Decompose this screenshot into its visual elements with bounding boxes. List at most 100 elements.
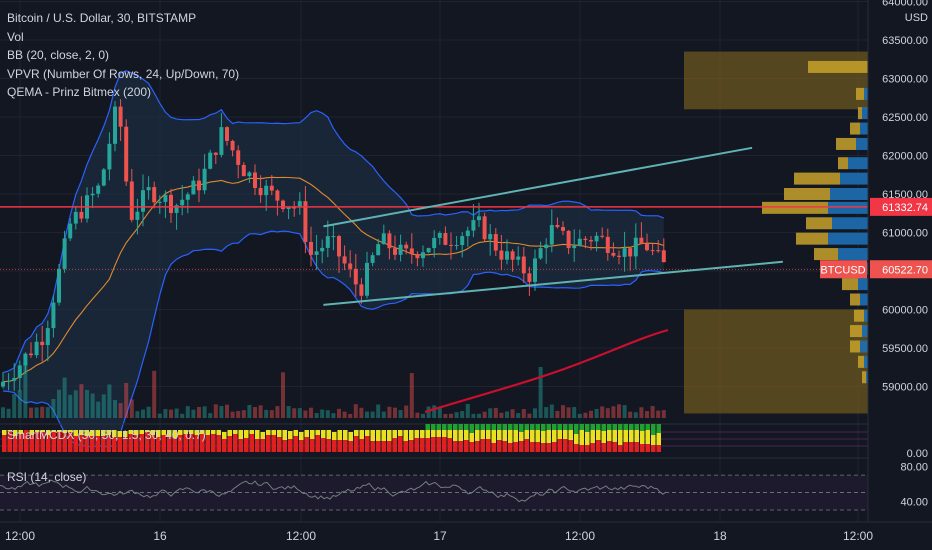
mcdx-bar-green [546,424,551,430]
vpvr-row-up [860,293,868,306]
volume-bar [544,407,549,418]
vpvr-row-down [842,278,858,291]
mcdx-bar-yellow [7,430,12,431]
mcdx-bar-red [612,442,617,452]
candle-body [258,187,263,196]
mcdx-bar-yellow [579,430,584,445]
rsi-tick-label: 40.00 [900,496,928,508]
candle-body [387,233,392,249]
volume-bar [488,408,493,418]
mcdx-bar-yellow [513,430,518,442]
candle-body [398,244,403,255]
volume-bar [1,407,5,418]
volume-bar [191,409,196,418]
mcdx-bar-red [233,434,238,452]
legend-vol[interactable]: Vol [7,29,24,44]
mcdx-bar-red [453,441,458,452]
mcdx-bar-red [645,444,650,452]
candle [1,372,5,389]
candle [415,251,420,267]
legend-symbol[interactable]: Bitcoin / U.S. Dollar, 30, BITSTAMP [7,11,197,25]
volume-bar [365,411,369,418]
candle [628,248,633,271]
candle-body [303,201,308,242]
candle-body [572,245,577,249]
volume-bar [611,406,616,418]
smartmcdx-label[interactable]: SmartMCDX (50, 50, 1.5, 30, 40, 0.7) [7,428,206,442]
volume-bar [297,408,302,418]
volume-bar [85,389,89,418]
mcdx-bar-yellow [13,430,18,436]
legend-bb[interactable]: BB (20, close, 2, 0) [7,48,110,63]
candle-body [471,220,476,231]
candle-body [34,341,39,356]
volume-bar [309,407,313,418]
candle [29,342,33,358]
mcdx-bar-red [156,437,161,452]
vpvr-value-area [684,309,868,414]
time-tick-label: 18 [713,529,727,543]
candle-body [544,244,549,249]
mcdx-bar-yellow [194,430,199,435]
candlesticks[interactable] [1,99,666,392]
rsi-label[interactable]: RSI (14, close) [7,470,87,484]
mcdx-bar-yellow [255,430,260,439]
volume-bar [443,413,448,418]
mcdx-bar-yellow [117,431,122,437]
volume-bar [600,406,605,418]
candle [488,224,493,256]
mcdx-bar-green [464,424,469,430]
candle-body [269,185,274,191]
candle [454,235,459,250]
mcdx-bar-yellow [519,432,524,441]
mcdx-bar-red [95,436,100,452]
mcdx-bar-yellow [403,430,408,441]
candle [443,226,448,246]
vpvr-row-down [850,325,862,338]
mcdx-bar-red [271,435,276,452]
candle [505,239,509,265]
mcdx-bar-yellow [249,430,254,434]
mcdx-bar-yellow [84,430,89,436]
candle [40,325,45,362]
candle-body [533,258,537,282]
legend-vpvr[interactable]: VPVR (Number Of Rows, 24, Up/Down, 70) [7,66,240,81]
volume-bar [337,408,341,418]
candle [499,234,504,271]
candle [286,206,291,220]
volume-bar [129,399,134,418]
mcdx-bar-red [618,445,623,452]
mcdx-bar-yellow [601,431,606,443]
mcdx-bar-yellow [623,430,628,442]
mcdx-bar-red [436,437,441,452]
volume-bar [236,410,241,418]
volume-bar [577,413,582,418]
mcdx-bar-red [480,439,485,452]
candle [264,179,269,211]
volume-bar [460,411,465,418]
mcdx-bar-yellow [172,430,177,438]
candle [611,242,616,258]
volume-bar [225,404,229,418]
volume-bar [499,412,504,418]
candle-body [656,250,661,252]
candle-body [488,234,493,240]
volume-bar [477,413,481,418]
legend-qema[interactable]: QEMA - Prinz Bitmex (200) [7,85,152,100]
candle-body [163,194,168,202]
candle-body [309,241,313,255]
mcdx-bar-red [469,442,474,452]
candle [320,239,325,264]
candle-body [174,205,179,213]
mcdx-bar-green [574,424,579,434]
candle [281,199,285,213]
mcdx-bar-green [513,424,518,430]
mcdx-bar-yellow [651,435,656,445]
volume-bar [68,394,73,418]
mcdx-bar-red [579,445,584,452]
candle-body [521,256,526,274]
mcdx-bar-green [491,424,496,430]
candle [432,230,437,258]
volume-bar [566,407,571,418]
